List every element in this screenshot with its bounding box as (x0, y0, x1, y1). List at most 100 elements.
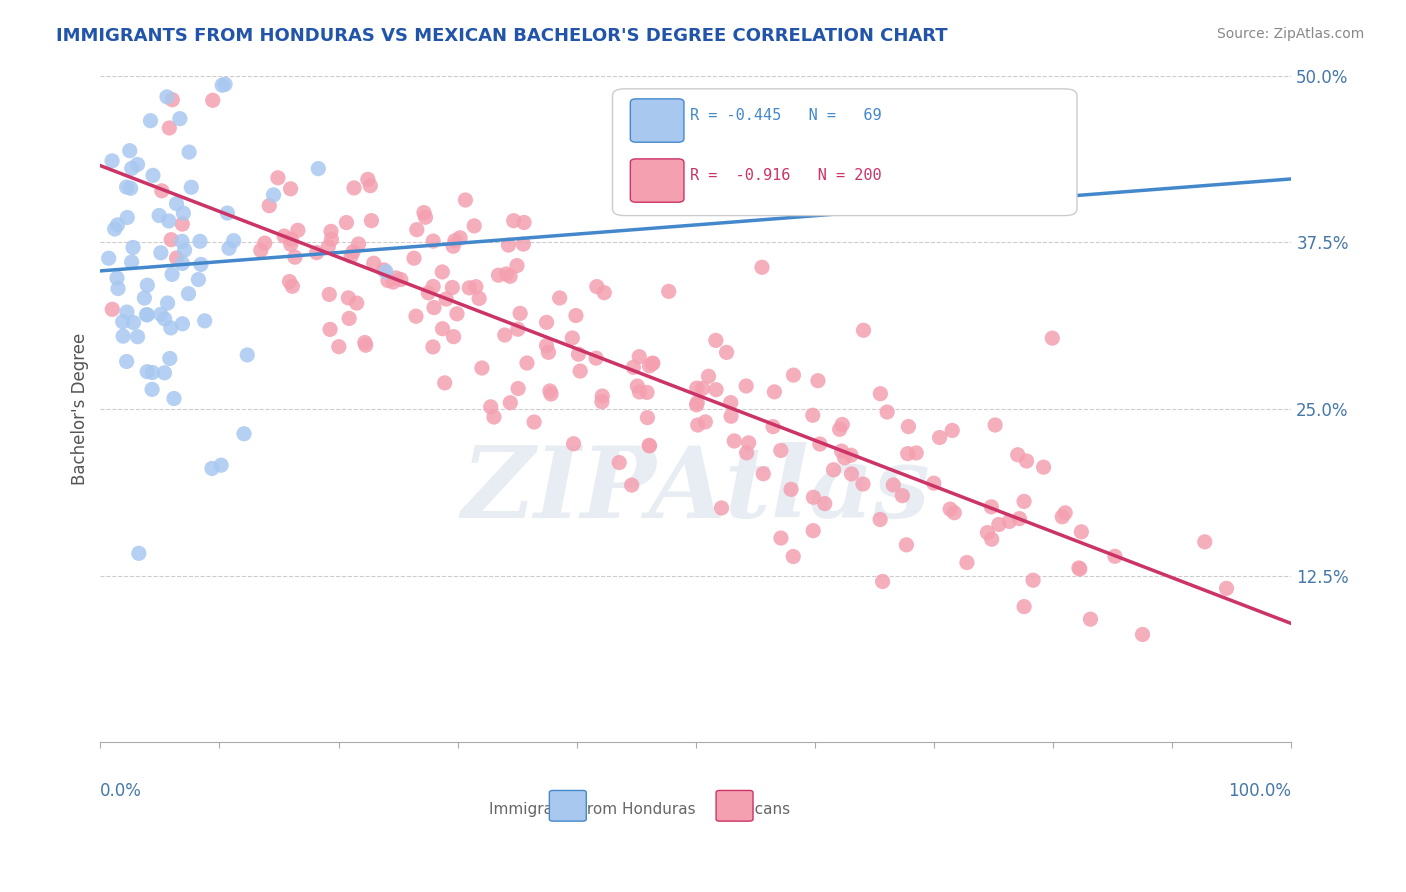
Point (710, 500, 733, 515)
Point (1007, 448, 1029, 462)
Point (413, 205, 436, 219)
Point (1012, 494, 1035, 508)
Point (762, 419, 785, 434)
Point (159, 321, 181, 335)
Point (523, 415, 546, 429)
Point (172, 217, 194, 231)
Point (422, 234, 444, 248)
Point (638, 359, 661, 373)
Point (488, 268, 510, 283)
Text: ZIPAtlas: ZIPAtlas (461, 442, 931, 539)
Point (807, 374, 830, 388)
Point (166, 251, 188, 265)
Point (172, 206, 194, 220)
Point (166, 196, 188, 211)
Point (697, 369, 720, 384)
Point (565, 309, 588, 323)
Point (548, 291, 571, 305)
Point (136, 308, 159, 322)
Point (342, 244, 364, 259)
Point (101, 153, 124, 168)
Point (780, 483, 803, 497)
Point (190, 257, 212, 271)
Point (136, 278, 159, 293)
Point (769, 443, 792, 458)
Point (441, 239, 464, 253)
Point (782, 549, 804, 564)
Point (122, 240, 145, 254)
Point (1008, 511, 1031, 525)
Point (801, 524, 824, 538)
Point (506, 322, 529, 336)
Point (107, 281, 129, 295)
Point (107, 218, 129, 232)
Point (692, 381, 714, 395)
Point (763, 384, 786, 399)
Point (433, 376, 456, 390)
Point (620, 478, 643, 492)
Point (214, 77, 236, 91)
Point (284, 250, 307, 264)
Point (1032, 460, 1054, 475)
Point (569, 364, 592, 378)
Point (217, 206, 239, 220)
Point (814, 497, 837, 511)
Point (482, 409, 505, 424)
Point (686, 395, 709, 409)
Point (153, 312, 176, 326)
Point (346, 296, 368, 310)
Point (280, 182, 302, 196)
Point (869, 386, 891, 401)
Point (359, 178, 381, 193)
Point (157, 120, 180, 135)
Point (118, 144, 141, 158)
Point (104, 222, 127, 236)
Point (506, 259, 529, 273)
Point (172, 317, 194, 331)
Point (328, 340, 350, 354)
Point (538, 384, 561, 398)
Point (236, 348, 259, 362)
Point (638, 438, 661, 452)
Text: 100.0%: 100.0% (1229, 782, 1291, 800)
Point (540, 387, 562, 401)
Point (422, 279, 444, 293)
Point (169, 112, 191, 126)
Point (173, 243, 195, 257)
Point (353, 335, 375, 350)
Point (561, 331, 583, 345)
Point (135, 308, 157, 322)
Point (115, 354, 138, 368)
Point (471, 361, 494, 376)
Point (621, 360, 644, 375)
Point (1015, 454, 1038, 468)
Point (159, 351, 181, 366)
Point (686, 417, 709, 432)
Point (1104, 549, 1126, 564)
Point (127, 157, 149, 171)
Point (177, 145, 200, 159)
Point (638, 439, 661, 453)
Point (218, 241, 240, 255)
Point (841, 467, 863, 481)
Point (852, 323, 875, 337)
Point (281, 279, 304, 293)
Point (357, 172, 380, 186)
Point (287, 223, 309, 237)
Point (897, 447, 920, 461)
Point (628, 350, 651, 364)
Point (120, 181, 142, 195)
Point (628, 384, 651, 399)
Point (1012, 599, 1035, 614)
Point (976, 525, 998, 540)
Point (720, 409, 742, 424)
Text: R = -0.445   N =   69: R = -0.445 N = 69 (690, 108, 882, 123)
Point (141, 366, 163, 380)
FancyBboxPatch shape (630, 159, 683, 202)
Point (537, 345, 560, 359)
Point (156, 90, 179, 104)
Point (122, 316, 145, 330)
Point (354, 338, 377, 352)
Point (782, 368, 804, 383)
Point (382, 275, 405, 289)
